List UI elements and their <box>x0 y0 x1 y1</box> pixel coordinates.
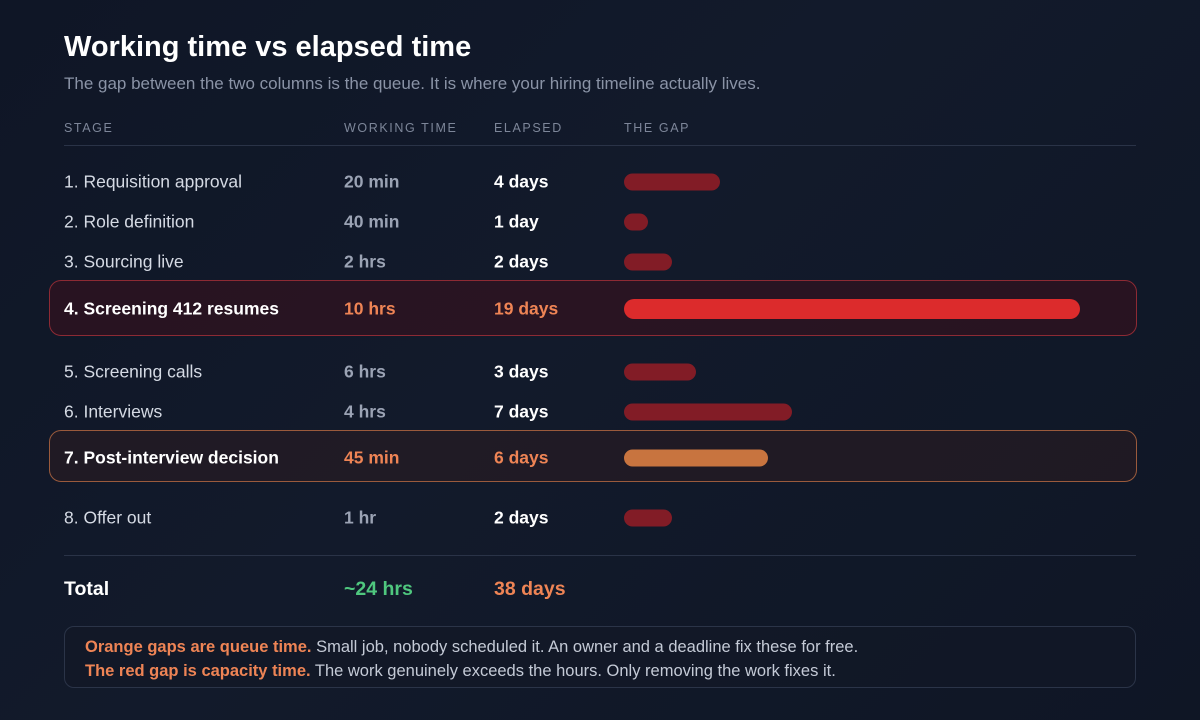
gap-bar <box>624 173 720 191</box>
elapsed-value: 7 days <box>494 401 549 422</box>
note-capacity-text: The work genuinely exceeds the hours. On… <box>310 662 836 680</box>
header-divider <box>64 145 1136 146</box>
working-time-value: 20 min <box>344 171 400 192</box>
working-time-value: 4 hrs <box>344 401 386 422</box>
elapsed-value: 2 days <box>494 507 549 528</box>
table-row: 2. Role definition 40 min 1 day <box>64 202 1136 242</box>
gap-bar-queue <box>624 449 768 467</box>
column-header-gap: THE GAP <box>624 121 691 135</box>
working-time-value: 1 hr <box>344 507 377 528</box>
gap-bar <box>624 509 672 527</box>
column-header-stage: STAGE <box>64 121 114 135</box>
stage-label: 6. Interviews <box>64 401 163 422</box>
working-time-value: 40 min <box>344 211 400 232</box>
total-label: Total <box>64 578 110 600</box>
total-divider <box>64 555 1136 556</box>
table-row: 5. Screening calls 6 hrs 3 days <box>64 352 1136 392</box>
total-elapsed: 38 days <box>494 578 566 600</box>
stage-label: 1. Requisition approval <box>64 171 243 192</box>
gap-bar-capacity <box>624 299 1080 319</box>
table-row: 1. Requisition approval 20 min 4 days <box>64 162 1136 202</box>
gap-bar <box>624 403 792 421</box>
table-row: 6. Interviews 4 hrs 7 days <box>64 392 1136 432</box>
stage-label: 4. Screening 412 resumes <box>64 298 279 319</box>
note-capacity-lead: The red gap is capacity time. <box>85 662 311 680</box>
legend-note: Orange gaps are queue time. Small job, n… <box>64 626 1136 688</box>
chart-subtitle: The gap between the two columns is the q… <box>64 74 761 93</box>
stage-label: 3. Sourcing live <box>64 251 184 272</box>
working-time-value: 45 min <box>344 447 400 468</box>
elapsed-value: 19 days <box>494 298 559 319</box>
total-working-time: ~24 hrs <box>344 578 413 600</box>
table-row-capacity: 4. Screening 412 resumes 10 hrs 19 days <box>64 280 1136 338</box>
note-queue-text: Small job, nobody scheduled it. An owner… <box>311 638 859 656</box>
note-queue-lead: Orange gaps are queue time. <box>85 638 312 656</box>
highlight-queue-row <box>49 430 1137 482</box>
elapsed-value: 1 day <box>494 211 539 232</box>
elapsed-value: 6 days <box>494 447 549 468</box>
gap-bar <box>624 363 696 381</box>
table-row-queue: 7. Post-interview decision 45 min 6 days <box>64 432 1136 484</box>
chart-title: Working time vs elapsed time <box>64 31 472 63</box>
gap-bar <box>624 213 648 231</box>
column-header-working-time: WORKING TIME <box>344 121 458 135</box>
stage-label: 8. Offer out <box>64 507 152 528</box>
working-time-value: 6 hrs <box>344 361 386 382</box>
table-row: 8. Offer out 1 hr 2 days <box>64 498 1136 538</box>
column-header-elapsed: ELAPSED <box>494 121 563 135</box>
stage-label: 5. Screening calls <box>64 361 203 382</box>
table-row: 3. Sourcing live 2 hrs 2 days <box>64 242 1136 282</box>
note-line-capacity: The red gap is capacity time. The work g… <box>85 662 836 681</box>
working-time-value: 2 hrs <box>344 251 386 272</box>
working-time-value: 10 hrs <box>344 298 396 319</box>
gap-bar <box>624 253 672 271</box>
stage-label: 7. Post-interview decision <box>64 447 279 468</box>
elapsed-value: 4 days <box>494 171 549 192</box>
elapsed-value: 2 days <box>494 251 549 272</box>
stage-label: 2. Role definition <box>64 211 195 232</box>
chart-page: Working time vs elapsed time The gap bet… <box>49 0 1137 720</box>
note-line-queue: Orange gaps are queue time. Small job, n… <box>85 638 858 657</box>
elapsed-value: 3 days <box>494 361 549 382</box>
